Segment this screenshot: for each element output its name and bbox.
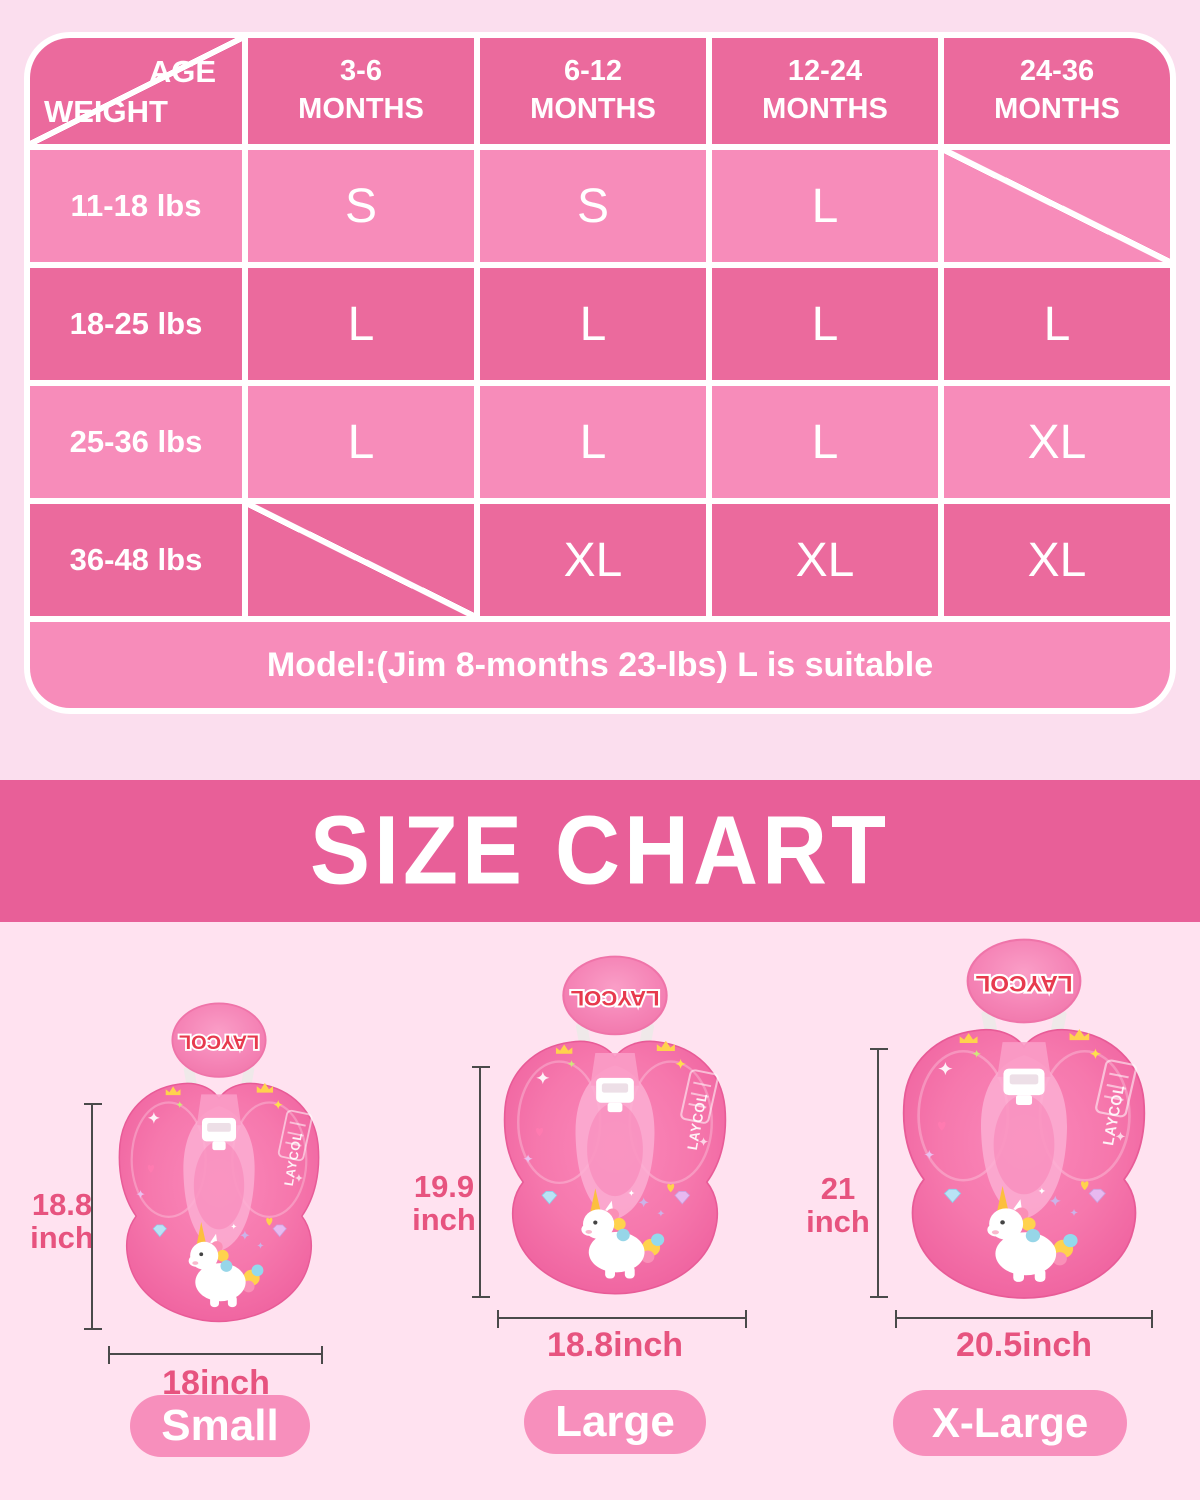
header-unit: MONTHS [298,93,424,125]
header-unit: MONTHS [530,93,656,125]
height-value: 18.8 [31,1187,93,1222]
height-unit: inch [412,1202,476,1238]
header-range: 12-24 [787,55,863,88]
header-unit: MONTHS [762,93,888,125]
height-value: 21 [820,1171,856,1206]
height-dimension-line [84,1103,102,1330]
table-size-cell: XL [712,504,938,616]
table-size-cell: L [712,386,938,498]
header-range: 3-6 [340,55,382,88]
height-dimension-line [870,1048,888,1298]
height-dimension-label: 21 inch [804,1172,872,1239]
size-label-pill-large: Large [524,1390,706,1454]
corner-weight-label: WEIGHT [44,94,168,129]
corner-age-label: AGE [148,54,216,89]
width-dimension-label: 20.5inch [955,1326,1093,1364]
table-size-cell: L [248,268,474,380]
header-range: 6-12 [563,55,623,88]
height-dimension-label: 19.9 inch [410,1170,478,1237]
table-corner-cell: AGE WEIGHT [30,38,242,144]
height-value: 19.9 [413,1169,475,1204]
table-size-cell-not-available [944,150,1170,262]
table-weight-cell: 11-18 lbs [30,150,242,262]
table-model-note: Model:(Jim 8-months 23-lbs) L is suitabl… [30,622,1170,708]
header-range: 24-36 [1019,55,1095,88]
table-weight-cell: 36-48 lbs [30,504,242,616]
width-dimension-line [108,1346,323,1364]
table-size-cell: L [944,268,1170,380]
width-dimension-line [497,1310,747,1328]
table-size-cell: L [712,150,938,262]
size-chart-banner: SIZE CHART [0,780,1200,922]
width-dimension-line [895,1310,1153,1328]
size-label-text: X-Large [931,1399,1089,1446]
table-size-cell: L [480,386,706,498]
size-label-pill-small: Small [130,1395,310,1457]
width-dimension-label: 18.8inch [546,1326,684,1364]
table-size-cell: XL [944,386,1170,498]
header-unit: MONTHS [994,93,1120,125]
table-header-3-6-months: 3-6 MONTHS [248,38,474,144]
float-small-figure: 18.8 inch 18inch Small [0,922,1200,1500]
table-size-cell: S [248,150,474,262]
float-illustration-xlarge [890,938,1158,1310]
float-large-figure: 19.9 inch 18.8inch Large [0,922,1200,1500]
height-dimension-label: 18.8 inch [28,1188,96,1255]
table-size-cell: XL [944,504,1170,616]
size-label-text: Small [161,1401,279,1450]
banner-title: SIZE CHART [310,796,890,905]
table-size-cell-not-available [248,504,474,616]
table-section: AGE WEIGHT 3-6 MONTHS 6-12 MONTHS 12-24 … [24,32,1176,714]
height-unit: inch [30,1220,94,1256]
table-header-12-24-months: 12-24 MONTHS [712,38,938,144]
height-unit: inch [806,1204,870,1240]
table-size-cell: XL [480,504,706,616]
table-size-cell: L [480,268,706,380]
float-xlarge-figure: 21 inch 20.5inch X-Large [0,922,1200,1500]
height-dimension-line [472,1066,490,1298]
size-chart-table: AGE WEIGHT 3-6 MONTHS 6-12 MONTHS 12-24 … [24,32,1176,714]
size-label-text: Large [555,1397,675,1446]
table-weight-cell: 25-36 lbs [30,386,242,498]
table-header-24-36-months: 24-36 MONTHS [944,38,1170,144]
table-size-cell: L [712,268,938,380]
floats-section: 18.8 inch 18inch Small 19.9 inch 18.8inc… [0,922,1200,1500]
table-weight-cell: 18-25 lbs [30,268,242,380]
table-size-cell: S [480,150,706,262]
table-header-6-12-months: 6-12 MONTHS [480,38,706,144]
size-label-pill-xlarge: X-Large [893,1390,1127,1456]
table-size-cell: L [248,386,474,498]
